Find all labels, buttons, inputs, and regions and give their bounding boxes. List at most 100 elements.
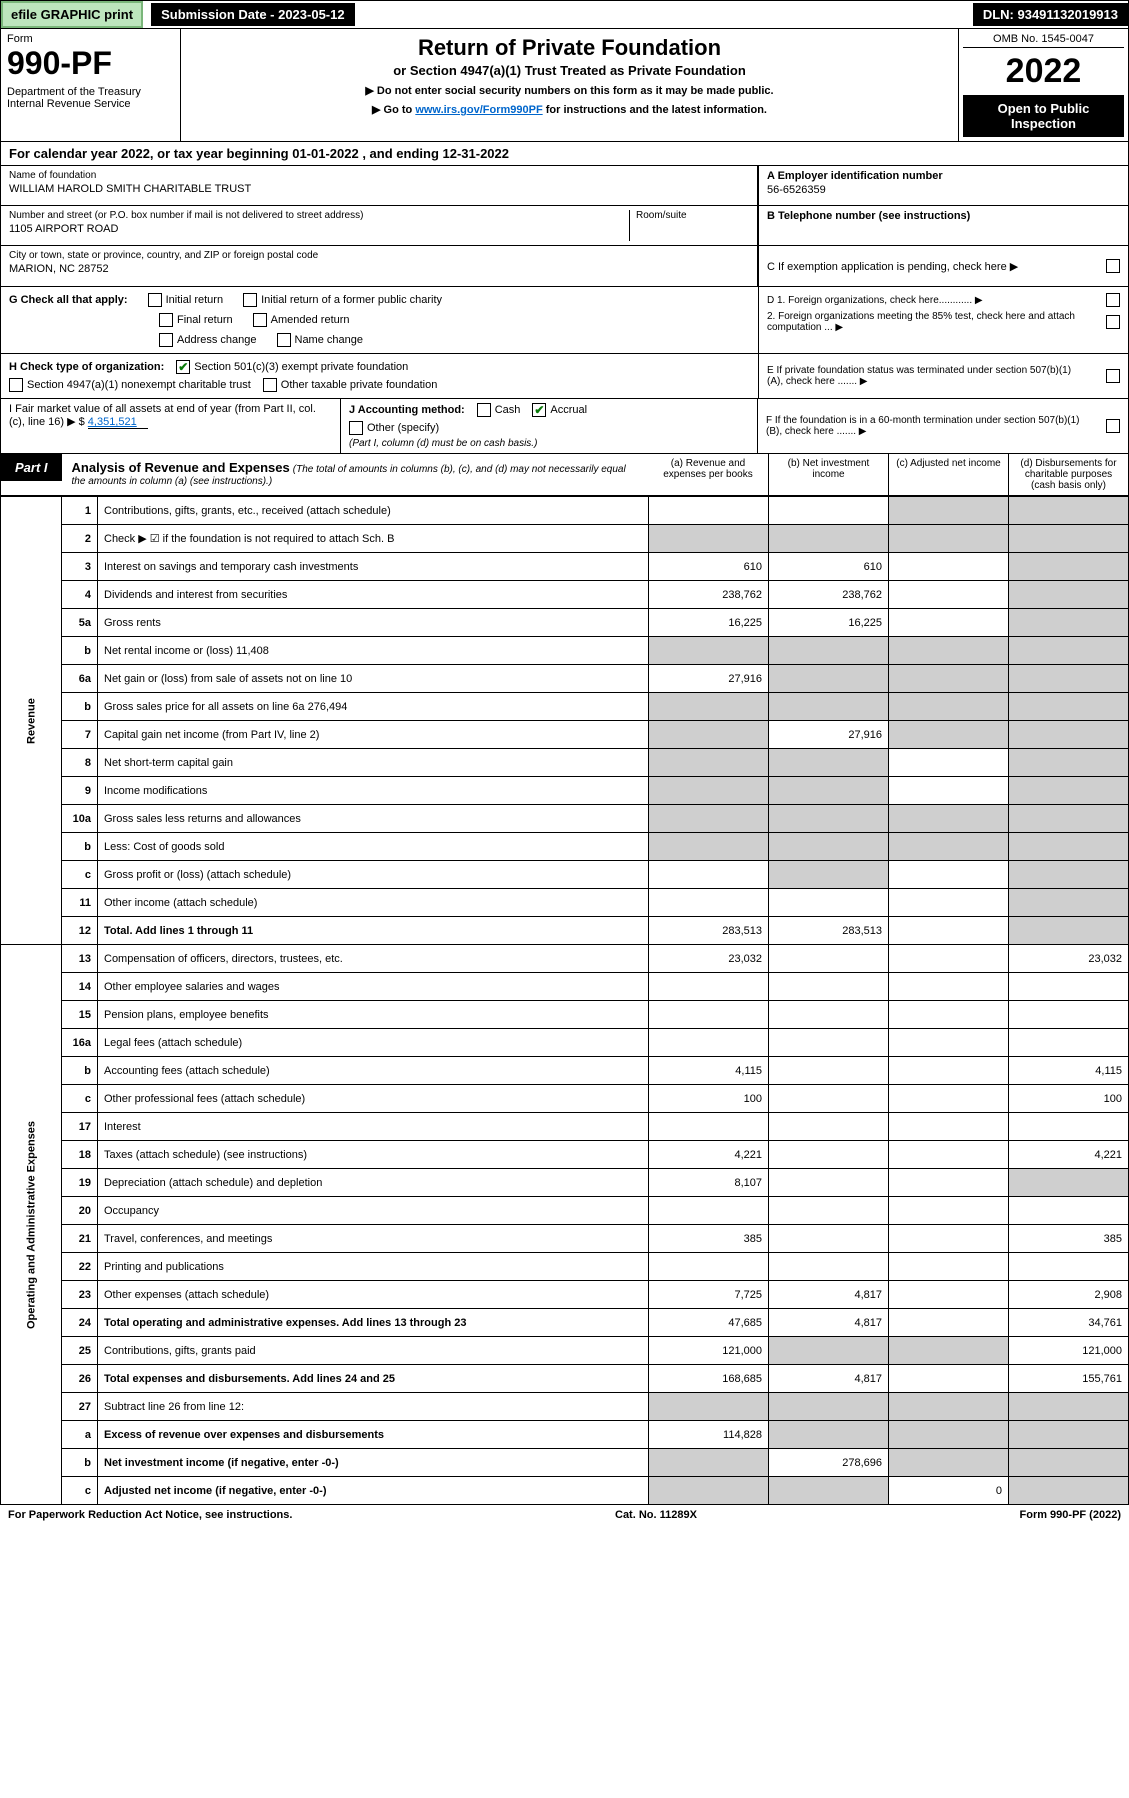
row-description: Gross sales price for all assets on line… (98, 693, 649, 721)
checkbox-d1[interactable] (1106, 293, 1120, 307)
row-number: c (62, 1477, 98, 1505)
cell-grey (1009, 553, 1129, 581)
cell-grey (769, 1393, 889, 1421)
row-number: b (62, 693, 98, 721)
address-label: Number and street (or P.O. box number if… (9, 210, 629, 221)
cell-value (649, 973, 769, 1001)
cell-value: 100 (649, 1085, 769, 1113)
checkbox-address-change[interactable] (159, 333, 173, 347)
checkbox-c[interactable] (1106, 259, 1120, 273)
cell-value (889, 1253, 1009, 1281)
name-label: Name of foundation (9, 170, 749, 181)
cell-grey (889, 833, 1009, 861)
table-row: cOther professional fees (attach schedul… (1, 1085, 1129, 1113)
checkbox-cash[interactable] (477, 403, 491, 417)
cell-grey (769, 861, 889, 889)
table-row: 17Interest (1, 1113, 1129, 1141)
opt-cash: Cash (495, 404, 521, 416)
cell-value (649, 1253, 769, 1281)
city-value: MARION, NC 28752 (9, 263, 749, 275)
cell-grey (769, 665, 889, 693)
e-label: E If private foundation status was termi… (767, 365, 1087, 387)
cell-value: 7,725 (649, 1281, 769, 1309)
exemption-c-label: C If exemption application is pending, c… (767, 260, 1018, 273)
instruction-1: ▶ Do not enter social security numbers o… (187, 84, 952, 97)
cell-value (889, 889, 1009, 917)
cell-value (889, 1225, 1009, 1253)
checkbox-accrual[interactable] (532, 403, 546, 417)
address-value: 1105 AIRPORT ROAD (9, 223, 629, 235)
omb-number: OMB No. 1545-0047 (963, 33, 1124, 48)
checkbox-name-change[interactable] (277, 333, 291, 347)
col-d-header: (d) Disbursements for charitable purpose… (1008, 454, 1128, 495)
table-row: bLess: Cost of goods sold (1, 833, 1129, 861)
row-description: Other employee salaries and wages (98, 973, 649, 1001)
table-row: 21Travel, conferences, and meetings38538… (1, 1225, 1129, 1253)
cell-grey (889, 1337, 1009, 1365)
part1-title: Analysis of Revenue and Expenses (72, 460, 290, 475)
row-number: a (62, 1421, 98, 1449)
irs-link[interactable]: www.irs.gov/Form990PF (415, 104, 542, 116)
cell-grey (1009, 861, 1129, 889)
cell-grey (649, 749, 769, 777)
checkbox-f[interactable] (1106, 419, 1120, 433)
cell-value (649, 1197, 769, 1225)
cell-value: 27,916 (769, 721, 889, 749)
cell-value (1009, 1113, 1129, 1141)
row-description: Compensation of officers, directors, tru… (98, 945, 649, 973)
opt-accrual: Accrual (550, 404, 587, 416)
cell-value (1009, 1001, 1129, 1029)
table-row: 27Subtract line 26 from line 12: (1, 1393, 1129, 1421)
checkbox-4947[interactable] (9, 378, 23, 392)
table-row: 12Total. Add lines 1 through 11283,51328… (1, 917, 1129, 945)
fmv-value[interactable]: 4,351,521 (88, 416, 148, 429)
table-row: 15Pension plans, employee benefits (1, 1001, 1129, 1029)
cell-value: 4,817 (769, 1281, 889, 1309)
foundation-name: WILLIAM HAROLD SMITH CHARITABLE TRUST (9, 183, 749, 195)
table-row: 6aNet gain or (loss) from sale of assets… (1, 665, 1129, 693)
cell-value (649, 889, 769, 917)
checkbox-other-method[interactable] (349, 421, 363, 435)
cell-value: 16,225 (769, 609, 889, 637)
cell-value: 4,817 (769, 1309, 889, 1337)
row-description: Gross profit or (loss) (attach schedule) (98, 861, 649, 889)
row-number: 12 (62, 917, 98, 945)
row-description: Net rental income or (loss) 11,408 (98, 637, 649, 665)
ein-label: A Employer identification number (767, 170, 1120, 182)
form-label: Form (7, 33, 174, 45)
row-description: Adjusted net income (if negative, enter … (98, 1477, 649, 1505)
cell-value: 610 (649, 553, 769, 581)
table-row: 16aLegal fees (attach schedule) (1, 1029, 1129, 1057)
cell-grey (649, 693, 769, 721)
row-number: 6a (62, 665, 98, 693)
checkbox-501c3[interactable] (176, 360, 190, 374)
row-description: Printing and publications (98, 1253, 649, 1281)
checkbox-e[interactable] (1106, 369, 1120, 383)
cell-value (769, 889, 889, 917)
checkbox-final-return[interactable] (159, 313, 173, 327)
table-row: bNet investment income (if negative, ent… (1, 1449, 1129, 1477)
cell-value (889, 1085, 1009, 1113)
cell-grey (889, 665, 1009, 693)
cell-grey (769, 1421, 889, 1449)
checkbox-d2[interactable] (1106, 315, 1120, 329)
cell-value (1009, 973, 1129, 1001)
cell-value (889, 1197, 1009, 1225)
table-row: 18Taxes (attach schedule) (see instructi… (1, 1141, 1129, 1169)
row-description: Interest (98, 1113, 649, 1141)
j-label: J Accounting method: (349, 404, 465, 416)
cell-value: 168,685 (649, 1365, 769, 1393)
row-number: 15 (62, 1001, 98, 1029)
checkbox-initial-charity[interactable] (243, 293, 257, 307)
cell-value (769, 1141, 889, 1169)
cell-value (769, 1113, 889, 1141)
table-row: bAccounting fees (attach schedule)4,1154… (1, 1057, 1129, 1085)
efile-button[interactable]: efile GRAPHIC print (1, 1, 143, 28)
table-row: bNet rental income or (loss) 11,408 (1, 637, 1129, 665)
checkbox-amended[interactable] (253, 313, 267, 327)
row-number: 11 (62, 889, 98, 917)
checkbox-initial-return[interactable] (148, 293, 162, 307)
cell-value (1009, 1029, 1129, 1057)
checkbox-other-taxable[interactable] (263, 378, 277, 392)
j-note: (Part I, column (d) must be on cash basi… (349, 438, 749, 449)
